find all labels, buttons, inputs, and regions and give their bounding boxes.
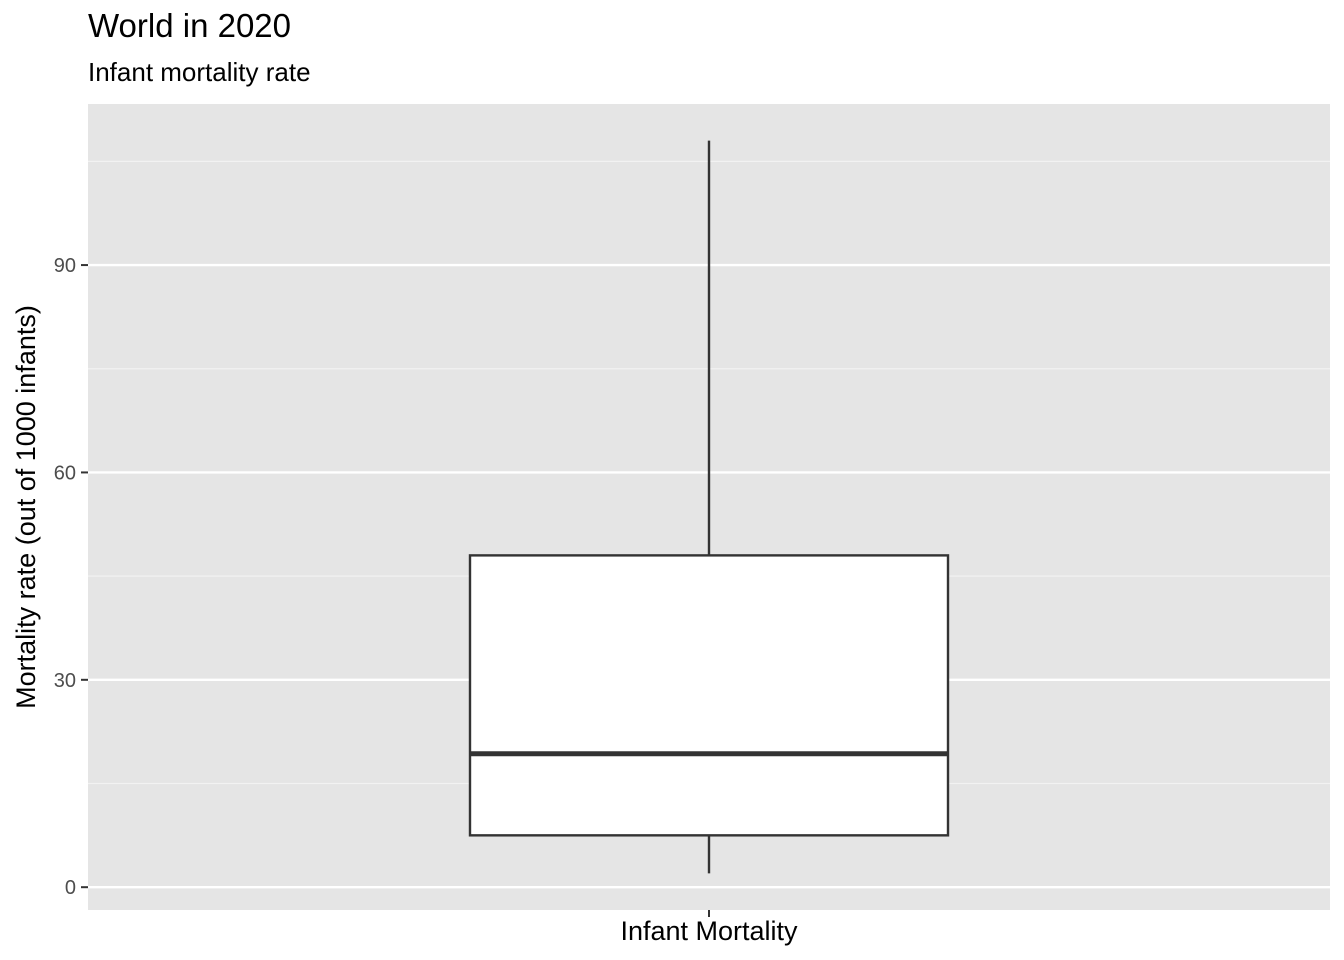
y-axis: 0 30 60 90	[54, 255, 88, 899]
x-tick-label: Infant Mortality	[620, 916, 798, 946]
y-tick-label: 30	[54, 670, 76, 692]
x-axis: Infant Mortality	[620, 910, 798, 946]
y-tick-label: 90	[54, 255, 76, 277]
y-tick-label: 60	[54, 462, 76, 484]
chart-title: World in 2020	[88, 7, 292, 44]
y-axis-title: Mortality rate (out of 1000 infants)	[11, 305, 41, 709]
boxplot-group	[468, 140, 950, 874]
interquartile-box	[468, 554, 950, 837]
chart-subtitle: Infant mortality rate	[88, 57, 311, 87]
y-tick-label: 0	[65, 877, 76, 899]
